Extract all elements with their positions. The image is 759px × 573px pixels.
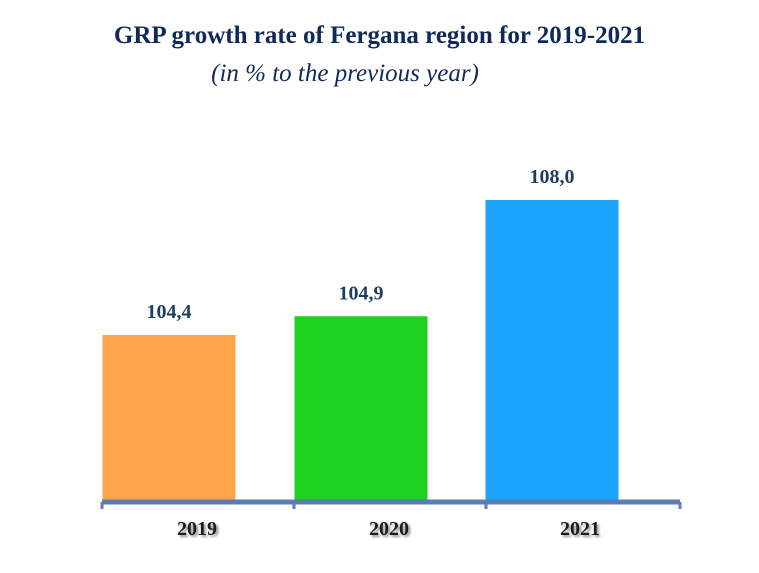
labels-layer: 104,4 2019 104,9 2020 108,0 2021 [147,166,601,540]
value-label-2020: 104,9 [339,282,384,304]
x-axis [100,499,682,509]
tick-label-2019: 2019 [177,518,217,540]
bar-2021 [485,200,619,500]
bars-layer [102,200,619,500]
tick-label-2021: 2021 [560,518,600,540]
tick-label-2020: 2020 [369,518,409,540]
bar-2020 [294,316,428,500]
bar-2019 [102,335,236,500]
value-label-2021: 108,0 [530,166,575,188]
chart-title: GRP growth rate of Fergana region for 20… [113,22,646,49]
value-label-2019: 104,4 [147,301,192,323]
chart-subtitle: (in % to the previous year) [211,60,479,87]
